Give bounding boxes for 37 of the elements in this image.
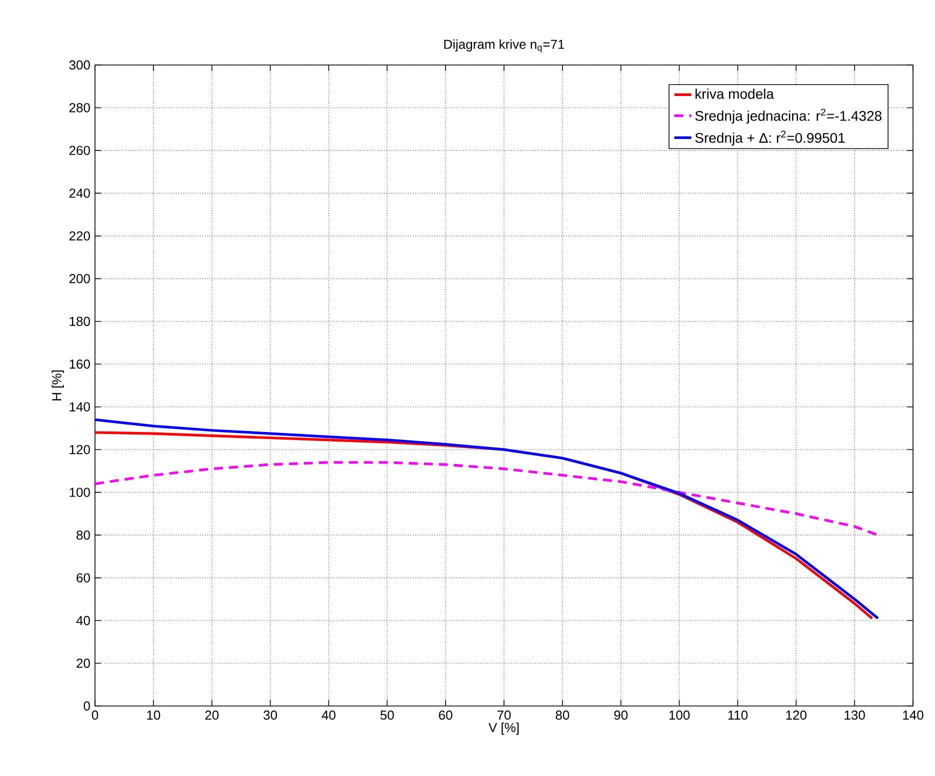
x-tick-label: 120 xyxy=(786,710,806,720)
x-tick-label: 130 xyxy=(844,710,865,720)
y-tick-label: 120 xyxy=(70,444,90,454)
x-tick-label: 10 xyxy=(147,710,160,720)
x-tick-label: 90 xyxy=(614,710,628,720)
y-tick-label: 40 xyxy=(76,616,90,626)
x-tick-label: 140 xyxy=(903,710,924,720)
y-tick-label: 220 xyxy=(69,231,90,241)
y-tick-label: 180 xyxy=(70,316,90,326)
y-tick-label: 60 xyxy=(76,573,90,582)
y-tick-label: 20 xyxy=(76,658,90,668)
x-tick-label: 60 xyxy=(439,710,452,720)
x-axis-title: V [%] xyxy=(488,722,519,735)
x-tick-label: 20 xyxy=(205,710,219,720)
y-tick-label: 200 xyxy=(69,274,90,284)
y-tick-label: 140 xyxy=(70,402,90,412)
chart-title: Dijagram krive n$_{q}$=71 xyxy=(444,39,564,52)
y-tick-label: 280 xyxy=(69,103,90,112)
y-tick-label: 100 xyxy=(70,488,90,497)
y-tick-label: 260 xyxy=(69,146,90,156)
x-tick-label: 30 xyxy=(264,710,278,720)
x-tick-label: 0 xyxy=(92,710,98,720)
x-tick-label: 80 xyxy=(556,710,570,720)
y-tick-label: 300 xyxy=(69,60,90,70)
y-tick-label: 160 xyxy=(70,360,90,369)
x-tick-label: 100 xyxy=(669,710,690,720)
y-tick-label: 80 xyxy=(76,530,90,540)
x-tick-label: 50 xyxy=(380,710,394,720)
x-tick-label: 70 xyxy=(497,710,511,720)
legend-label: Srednja + Δ: r$^{2}$=0.99501 xyxy=(695,130,845,146)
x-tick-label: 110 xyxy=(728,710,748,720)
legend-label: kriva modela xyxy=(696,88,774,99)
y-axis-title: H [%] xyxy=(52,370,64,400)
y-tick-label: 0 xyxy=(84,701,90,711)
x-tick-label: 40 xyxy=(322,710,336,720)
y-tick-label: 240 xyxy=(69,188,90,198)
legend-label: Srednja jednacina: r$^{2}$=-1.4328 xyxy=(695,108,882,124)
